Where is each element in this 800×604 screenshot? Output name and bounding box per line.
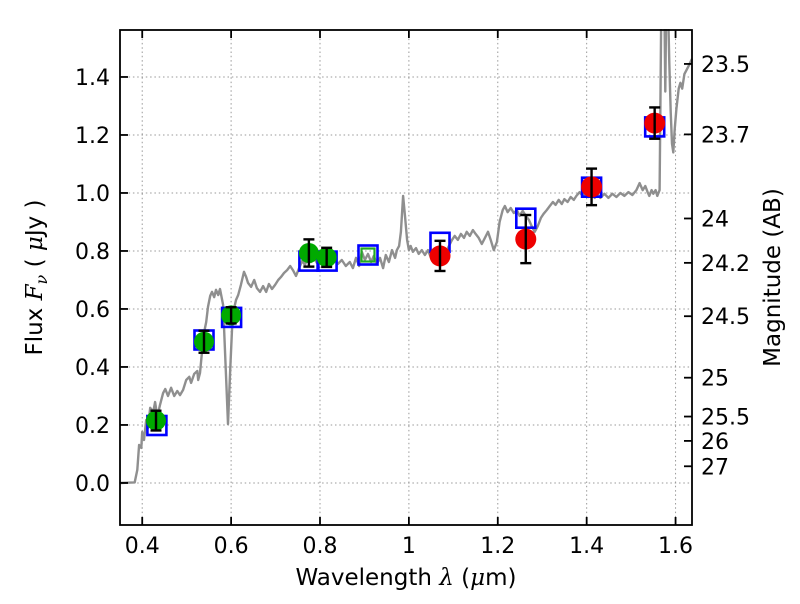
flux-tick-label: 0.4 <box>75 356 110 381</box>
magnitude-axis-label: Magnitude (AB) <box>760 188 786 367</box>
magnitude-tick-label: 25.5 <box>701 406 750 431</box>
x-tick-label: 0.8 <box>303 534 338 559</box>
error-bar <box>198 329 210 354</box>
model-photometry-green-square-marker <box>360 247 376 263</box>
magnitude-tick-label: 25 <box>701 367 729 392</box>
grid <box>120 30 692 525</box>
error-bars <box>150 106 661 432</box>
error-bar <box>586 167 598 207</box>
flux-tick-label: 1.2 <box>75 124 110 149</box>
x-tick-label: 1.4 <box>569 534 604 559</box>
x-tick-label: 1.2 <box>480 534 515 559</box>
flux-tick-label: 0.8 <box>75 240 110 265</box>
model-photometry-squares-marker <box>357 244 379 266</box>
plot-frame <box>119 29 693 526</box>
magnitude-tick-label: 26 <box>701 430 729 455</box>
spectrum-line <box>119 29 693 485</box>
model-spectrum <box>119 29 693 485</box>
flux-tick-label: 0.6 <box>75 298 110 323</box>
flux-axis-label: Flux Fν ( μJy ) <box>22 199 51 355</box>
axis-labels: Wavelength λ (μm) Flux Fν ( μJy ) Magnitud… <box>22 188 786 591</box>
flux-tick-label: 1.4 <box>75 66 110 91</box>
x-tick-label: 0.4 <box>125 534 160 559</box>
error-bar <box>321 246 333 269</box>
magnitude-tick-label: 23.5 <box>701 53 750 78</box>
x-tick-label: 1.6 <box>658 534 693 559</box>
photometry-circle-markers <box>146 112 666 431</box>
error-bar <box>225 306 237 325</box>
x-tick-label: 0.6 <box>214 534 249 559</box>
flux-tick-label: 1.0 <box>75 182 110 207</box>
flux-tick-label: 0.2 <box>75 414 110 439</box>
error-bar <box>520 213 532 265</box>
axes-frame <box>119 29 693 526</box>
magnitude-tick-label: 24.2 <box>701 252 750 277</box>
magnitude-tick-label: 27 <box>701 455 729 480</box>
x-axis-label: Wavelength λ (μm) <box>296 565 517 591</box>
magnitude-tick-label: 23.7 <box>701 123 750 148</box>
x-axis-ticks: 0.4 0.6 0.8 1 1.2 1.4 1.6 <box>125 30 693 559</box>
error-bar <box>434 239 446 273</box>
error-bar <box>150 409 162 432</box>
flux-tick-label: 0.0 <box>75 472 110 497</box>
error-bar <box>303 238 315 268</box>
error-bar <box>649 106 661 140</box>
x-tick-label: 1 <box>402 534 416 559</box>
magnitude-tick-label: 24 <box>701 207 729 232</box>
magnitude-tick-label: 24.5 <box>701 305 750 330</box>
flux-axis-ticks: 0.0 0.2 0.4 0.6 0.8 1.0 1.2 1.4 <box>75 66 128 497</box>
